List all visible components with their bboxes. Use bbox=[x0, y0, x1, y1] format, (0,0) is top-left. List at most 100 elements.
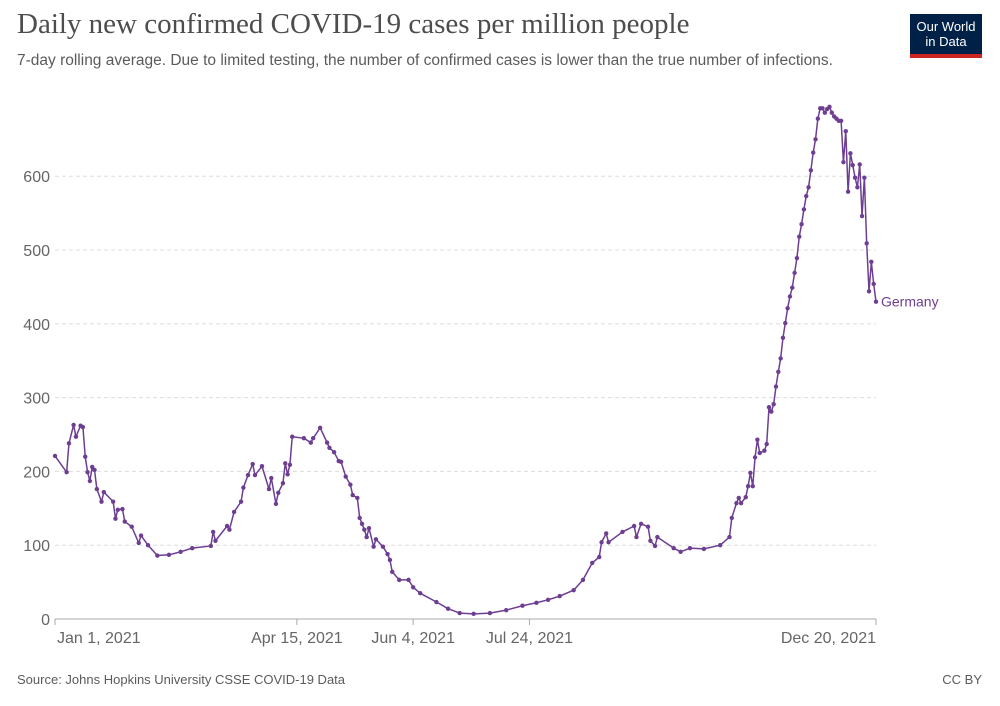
chart-title: Daily new confirmed COVID-19 cases per m… bbox=[17, 8, 690, 40]
gridlines bbox=[55, 175, 876, 546]
data-point bbox=[87, 478, 93, 484]
x-tick-label: Dec 20, 2021 bbox=[781, 630, 876, 647]
data-point bbox=[397, 577, 402, 583]
license-link[interactable]: CC BY bbox=[942, 672, 982, 687]
data-point bbox=[604, 531, 609, 536]
x-tick-label: Jul 24, 2021 bbox=[486, 630, 573, 647]
data-point bbox=[852, 175, 858, 180]
data-point bbox=[238, 499, 244, 504]
data-point bbox=[122, 519, 127, 524]
data-point bbox=[145, 543, 151, 548]
y-tick-label: 100 bbox=[23, 538, 50, 555]
data-point bbox=[790, 285, 795, 290]
data-point bbox=[850, 162, 855, 168]
data-point bbox=[729, 515, 735, 521]
data-point bbox=[101, 489, 107, 495]
data-point bbox=[373, 537, 379, 542]
data-point bbox=[259, 464, 265, 469]
data-point bbox=[390, 569, 395, 574]
data-point bbox=[687, 545, 693, 551]
data-point bbox=[92, 467, 97, 473]
source-note[interactable]: Source: Johns Hopkins University CSSE CO… bbox=[17, 672, 346, 687]
data-point bbox=[748, 470, 753, 476]
data-point bbox=[166, 552, 172, 557]
data-point bbox=[155, 553, 160, 558]
data-point bbox=[631, 523, 637, 529]
x-tick-label: Apr 15, 2021 bbox=[251, 630, 343, 647]
data-point bbox=[811, 150, 816, 155]
data-point bbox=[71, 422, 76, 428]
y-tick-label: 400 bbox=[23, 317, 50, 334]
data-point bbox=[266, 486, 272, 492]
data-point bbox=[434, 599, 439, 605]
data-point bbox=[245, 472, 251, 478]
data-point bbox=[285, 472, 290, 477]
data-point bbox=[385, 551, 390, 557]
data-point bbox=[276, 490, 281, 496]
data-point bbox=[771, 402, 776, 407]
data-point bbox=[406, 577, 411, 583]
data-point bbox=[648, 538, 653, 543]
data-point bbox=[280, 481, 286, 486]
y-tick-label: 600 bbox=[23, 169, 50, 186]
data-point bbox=[73, 434, 79, 439]
data-point bbox=[190, 545, 195, 551]
data-point bbox=[273, 501, 279, 507]
data-point bbox=[801, 207, 807, 212]
data-point bbox=[520, 603, 525, 608]
data-point bbox=[743, 495, 748, 500]
data-point bbox=[129, 524, 134, 529]
data-point bbox=[269, 475, 274, 481]
data-point bbox=[85, 469, 90, 475]
data-point bbox=[324, 440, 330, 445]
data-point bbox=[769, 409, 774, 414]
data-point bbox=[287, 462, 293, 467]
data-point bbox=[357, 515, 362, 521]
data-point bbox=[783, 320, 788, 326]
data-point bbox=[308, 440, 314, 445]
data-point bbox=[210, 529, 216, 535]
data-point bbox=[371, 544, 376, 549]
data-point bbox=[701, 546, 707, 552]
data-point bbox=[727, 534, 732, 540]
data-point bbox=[815, 116, 821, 121]
data-point bbox=[755, 437, 760, 442]
data-point bbox=[487, 610, 493, 616]
owid-logo[interactable]: Our World in Data bbox=[910, 14, 982, 58]
data-point bbox=[445, 606, 451, 611]
data-point bbox=[764, 441, 769, 447]
data-point bbox=[283, 461, 288, 466]
chart-subtitle: 7-day rolling average. Due to limited te… bbox=[17, 52, 833, 69]
data-point bbox=[571, 588, 576, 593]
y-tick-label: 0 bbox=[41, 612, 50, 629]
y-tick-label: 300 bbox=[23, 391, 50, 408]
data-point bbox=[138, 533, 144, 538]
data-point bbox=[620, 529, 625, 535]
data-point bbox=[359, 521, 365, 526]
data-point bbox=[213, 538, 218, 543]
data-point bbox=[797, 234, 802, 239]
data-point bbox=[634, 534, 639, 540]
data-point bbox=[848, 151, 853, 156]
x-tick-label: Jan 1, 2021 bbox=[57, 630, 141, 647]
data-point bbox=[348, 482, 353, 487]
data-point bbox=[717, 543, 723, 548]
data-point bbox=[778, 356, 783, 361]
data-point bbox=[829, 110, 835, 115]
data-point bbox=[290, 434, 295, 439]
data-point bbox=[557, 593, 562, 599]
data-point bbox=[250, 461, 255, 467]
x-tick-label: Jun 4, 2021 bbox=[371, 630, 455, 647]
data-point bbox=[380, 544, 386, 549]
data-point bbox=[843, 128, 848, 134]
data-point bbox=[504, 607, 509, 613]
data-point bbox=[738, 500, 744, 506]
data-point bbox=[804, 193, 809, 199]
data-point bbox=[590, 560, 595, 566]
data-point bbox=[350, 492, 355, 498]
data-point bbox=[734, 500, 739, 506]
data-point bbox=[417, 590, 423, 596]
data-point bbox=[231, 509, 237, 515]
data-point bbox=[838, 118, 844, 124]
data-point bbox=[655, 534, 660, 540]
